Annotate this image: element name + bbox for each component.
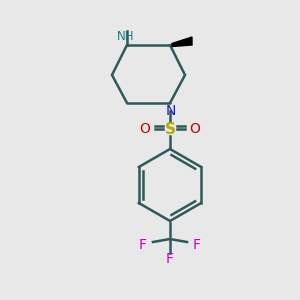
Text: NH: NH bbox=[117, 29, 135, 43]
Text: F: F bbox=[193, 238, 201, 252]
Text: F: F bbox=[139, 238, 147, 252]
Polygon shape bbox=[172, 37, 192, 46]
Text: O: O bbox=[140, 122, 150, 136]
Text: O: O bbox=[190, 122, 200, 136]
Text: N: N bbox=[166, 104, 176, 118]
Text: S: S bbox=[164, 122, 175, 136]
Text: F: F bbox=[166, 252, 174, 266]
